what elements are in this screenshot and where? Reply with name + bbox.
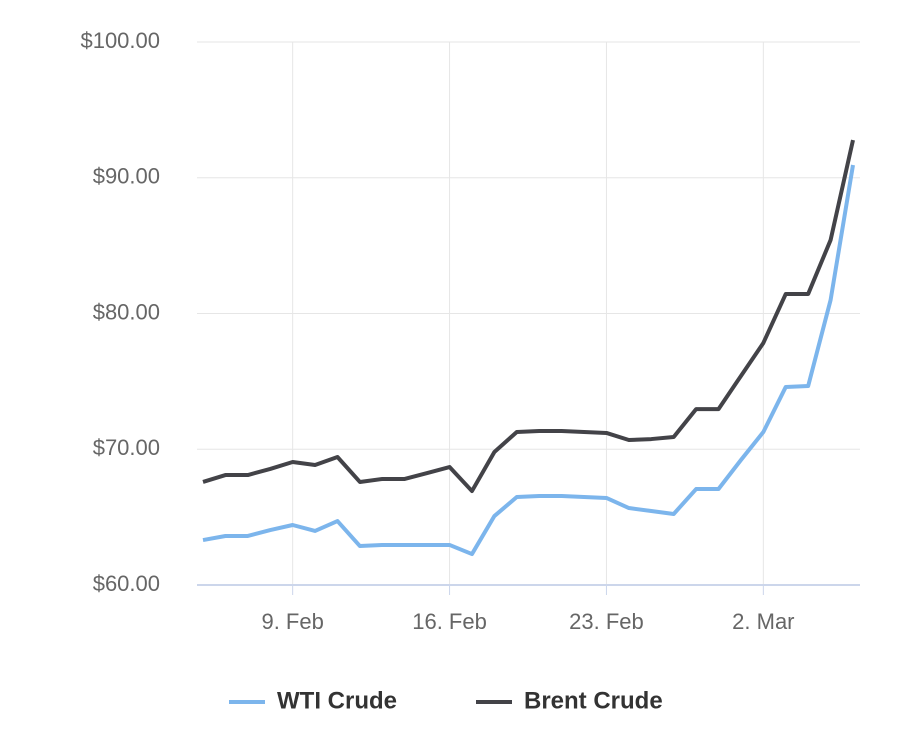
y-tick-label: $80.00 bbox=[93, 299, 160, 324]
series-line bbox=[202, 139, 855, 494]
legend-label: WTI Crude bbox=[277, 687, 397, 714]
x-tick-label: 2. Mar bbox=[732, 609, 794, 634]
y-tick-label: $70.00 bbox=[93, 435, 160, 460]
y-tick-label: $60.00 bbox=[93, 571, 160, 596]
x-tick-label: 23. Feb bbox=[569, 609, 644, 634]
series-line bbox=[202, 164, 855, 557]
x-tick-label: 9. Feb bbox=[261, 609, 323, 634]
y-tick-label: $100.00 bbox=[80, 28, 160, 53]
x-tick-label: 16. Feb bbox=[412, 609, 487, 634]
legend-label: Brent Crude bbox=[524, 687, 663, 714]
y-tick-label: $90.00 bbox=[93, 164, 160, 189]
